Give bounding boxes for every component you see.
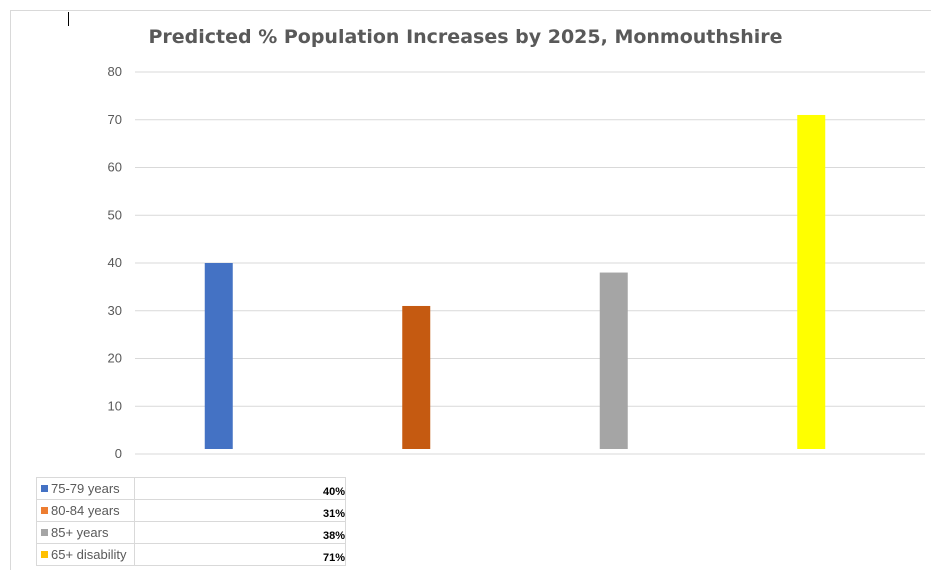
y-tick-label: 50 [108, 207, 122, 222]
legend-swatch [41, 529, 48, 537]
legend-label: 85+ years [36, 521, 135, 544]
legend-value: 38% [133, 521, 347, 544]
chart-plot: 0 10 20 30 40 50 60 70 80 [108, 64, 925, 461]
y-tick-label: 10 [108, 398, 122, 413]
y-tick-label: 40 [108, 255, 122, 270]
legend-table: 75-79 years 40% 80-84 years 31% 85+ year… [36, 477, 347, 566]
y-tick-label: 60 [108, 160, 122, 175]
chart-frame [10, 10, 931, 570]
bar [599, 272, 628, 449]
legend-value: 40% [133, 477, 347, 500]
y-tick-label: 70 [108, 112, 122, 127]
legend-swatch [41, 485, 48, 493]
text-cursor [68, 12, 69, 26]
bar [402, 305, 431, 449]
legend-label-text: 85+ years [51, 525, 109, 540]
y-tick-label: 20 [108, 351, 122, 366]
legend-label: 65+ disability [36, 543, 135, 566]
y-tick-label: 0 [115, 446, 122, 461]
legend-swatch [41, 551, 48, 559]
legend-row: 85+ years 38% [36, 521, 347, 544]
legend-label-text: 65+ disability [51, 547, 127, 562]
legend-label: 80-84 years [36, 499, 135, 522]
legend-label-text: 75-79 years [51, 481, 120, 496]
legend-label-text: 80-84 years [51, 503, 120, 518]
chart-title: Predicted % Population Increases by 2025… [148, 26, 783, 48]
legend-row: 65+ disability 71% [36, 543, 347, 566]
legend-row: 80-84 years 31% [36, 499, 347, 522]
legend-value: 71% [133, 543, 347, 566]
legend-label: 75-79 years [36, 477, 135, 500]
bar [797, 114, 826, 449]
legend-swatch [41, 507, 48, 515]
bar [204, 263, 233, 449]
legend-row: 75-79 years 40% [36, 477, 347, 500]
y-tick-label: 30 [108, 303, 122, 318]
y-tick-label: 80 [108, 64, 122, 79]
legend-value: 31% [133, 499, 347, 522]
